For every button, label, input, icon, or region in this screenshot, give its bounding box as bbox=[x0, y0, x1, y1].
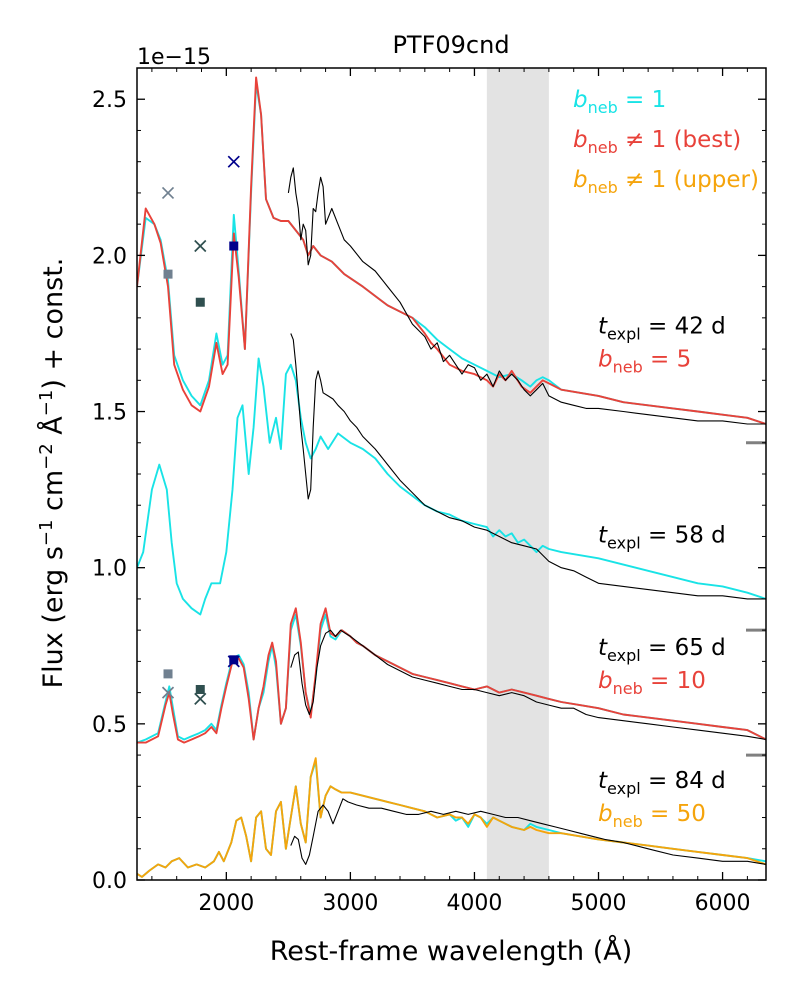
series-layer bbox=[137, 76, 766, 878]
photometry-square-1 bbox=[195, 297, 205, 307]
photometry-cross-1 bbox=[194, 239, 207, 253]
axes-layer bbox=[136, 67, 767, 881]
x-tick-label-0: 2000 bbox=[198, 891, 254, 916]
text-layer: PTF09cnd 1e−15 Rest-frame wavelength (Å)… bbox=[36, 31, 759, 967]
y-axis-label: Flux (erg s−1 cm−2 Å−1) + const. bbox=[36, 258, 69, 689]
photometry-square-3 bbox=[163, 669, 173, 679]
x-tick-label-2: 4000 bbox=[446, 891, 502, 916]
series-line-10 bbox=[290, 798, 766, 865]
x-tick-label-1: 3000 bbox=[322, 891, 378, 916]
background-layer bbox=[486, 68, 549, 880]
series-line-2 bbox=[287, 167, 766, 425]
epoch-label-1: texpl = 58 d bbox=[598, 523, 726, 553]
y-tick-label-4: 2.0 bbox=[92, 244, 127, 269]
photometry-square-2 bbox=[229, 241, 239, 251]
series-line-7 bbox=[290, 629, 766, 741]
legend-entry-1: bneb ≠ 1 (best) bbox=[573, 127, 741, 157]
photometry-cross-0 bbox=[161, 186, 175, 200]
photometry-square-4 bbox=[195, 684, 205, 694]
photometry-cross-3 bbox=[161, 686, 175, 699]
legend-entry-0: bneb = 1 bbox=[573, 87, 666, 117]
series-line-1 bbox=[137, 76, 766, 425]
epoch-label-2: texpl = 65 d bbox=[598, 635, 726, 665]
photometry-cross-2 bbox=[227, 155, 240, 168]
epoch-label-3: texpl = 84 d bbox=[598, 768, 726, 798]
y-tick-label-5: 2.5 bbox=[92, 88, 127, 113]
bneb-label-2: bneb = 10 bbox=[598, 668, 706, 698]
photometry-cross-5 bbox=[227, 655, 240, 668]
x-tick-label-4: 6000 bbox=[695, 891, 751, 916]
series-line-3 bbox=[137, 357, 766, 616]
photometry-square-0 bbox=[163, 269, 173, 279]
y-tick-label-1: 0.5 bbox=[92, 713, 127, 738]
photometry-cross-4 bbox=[194, 692, 207, 705]
y-tick-label-0: 0.0 bbox=[92, 869, 127, 894]
y-tick-label-3: 1.5 bbox=[92, 401, 127, 426]
x-axis-label: Rest-frame wavelength (Å) bbox=[270, 935, 633, 967]
shaded-wavelength-band bbox=[486, 68, 549, 880]
x-tick-label-3: 5000 bbox=[571, 891, 627, 916]
series-line-6 bbox=[137, 607, 766, 744]
photometry-square-5 bbox=[229, 655, 239, 665]
series-line-4 bbox=[290, 333, 766, 600]
y-tick-label-2: 1.0 bbox=[92, 557, 127, 582]
bneb-label-0: bneb = 5 bbox=[598, 346, 691, 376]
epoch-label-0: texpl = 42 d bbox=[598, 313, 726, 343]
legend-entry-2: bneb ≠ 1 (upper) bbox=[573, 167, 759, 197]
axis-offset-label: 1e−15 bbox=[137, 45, 211, 70]
bneb-label-3: bneb = 50 bbox=[598, 801, 706, 831]
series-line-9 bbox=[137, 757, 766, 878]
chart-title: PTF09cnd bbox=[392, 31, 509, 59]
